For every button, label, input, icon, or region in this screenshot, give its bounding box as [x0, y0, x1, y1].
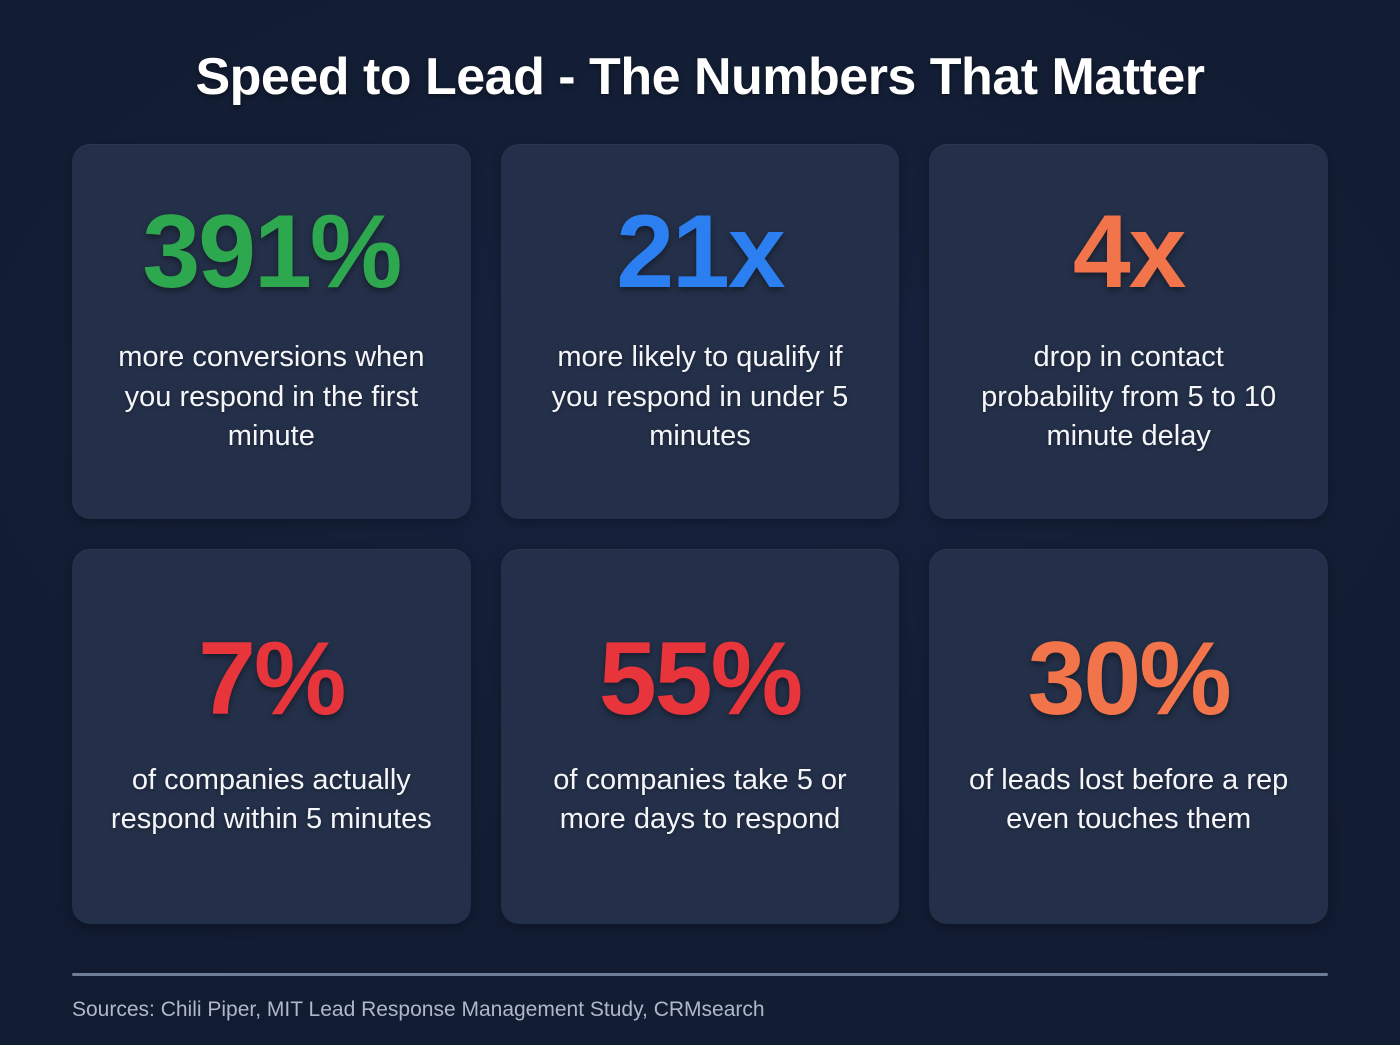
page-title: Speed to Lead - The Numbers That Matter: [195, 48, 1205, 106]
stat-card: 4x drop in contact probability from 5 to…: [929, 143, 1328, 519]
stat-card: 55% of companies take 5 or more days to …: [500, 548, 900, 924]
stat-card: 391% more conversions when you respond i…: [72, 143, 471, 519]
stat-label: of leads lost before a rep even touches …: [969, 763, 1289, 836]
sources-text: Sources: Chili Piper, MIT Lead Response …: [72, 997, 765, 1021]
stat-label: drop in contact probability from 5 to 10…: [981, 341, 1277, 453]
stat-card: 7% of companies actually respond within …: [72, 548, 471, 924]
stat-value: 55%: [598, 620, 803, 737]
stat-label: of companies take 5 or more days to resp…: [553, 763, 847, 836]
stat-label: more likely to qualify if you respond in…: [551, 341, 849, 453]
stats-grid: 391% more conversions when you respond i…: [72, 143, 1328, 924]
stat-label: more conversions when you respond in the…: [118, 341, 425, 453]
stat-value: 30%: [1027, 620, 1232, 737]
stat-value: 4x: [1072, 194, 1187, 311]
stat-label: of companies actually respond within 5 m…: [110, 763, 432, 836]
stat-value: 7%: [198, 620, 346, 737]
stat-value: 391%: [142, 194, 402, 311]
footer: Sources: Chili Piper, MIT Lead Response …: [72, 972, 1328, 1023]
header: Speed to Lead - The Numbers That Matter: [0, 0, 1400, 108]
footer-divider: [72, 972, 1328, 976]
stat-card: 30% of leads lost before a rep even touc…: [929, 548, 1328, 924]
stat-value: 21x: [616, 194, 786, 311]
stat-card: 21x more likely to qualify if you respon…: [500, 143, 900, 519]
